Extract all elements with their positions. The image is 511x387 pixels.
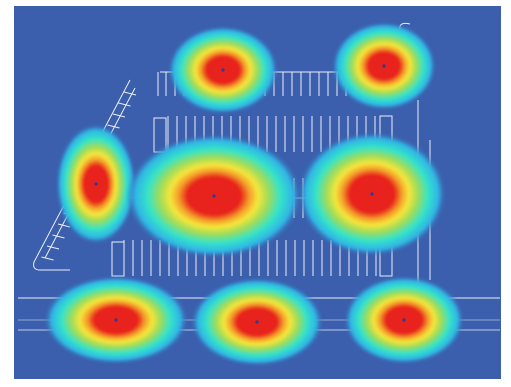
fixture-marker-top-right	[382, 64, 386, 68]
fixture-marker-bottom-left	[114, 318, 118, 322]
fixture-marker-mid-right	[370, 192, 374, 196]
fixture-marker-top-left	[221, 68, 225, 72]
fixture-marker-bottom-right	[402, 318, 406, 322]
fixture-marker-mid-far-left	[94, 182, 98, 186]
fixture-marker-bottom-center	[255, 320, 259, 324]
fixture-marker-mid-center	[212, 194, 216, 198]
